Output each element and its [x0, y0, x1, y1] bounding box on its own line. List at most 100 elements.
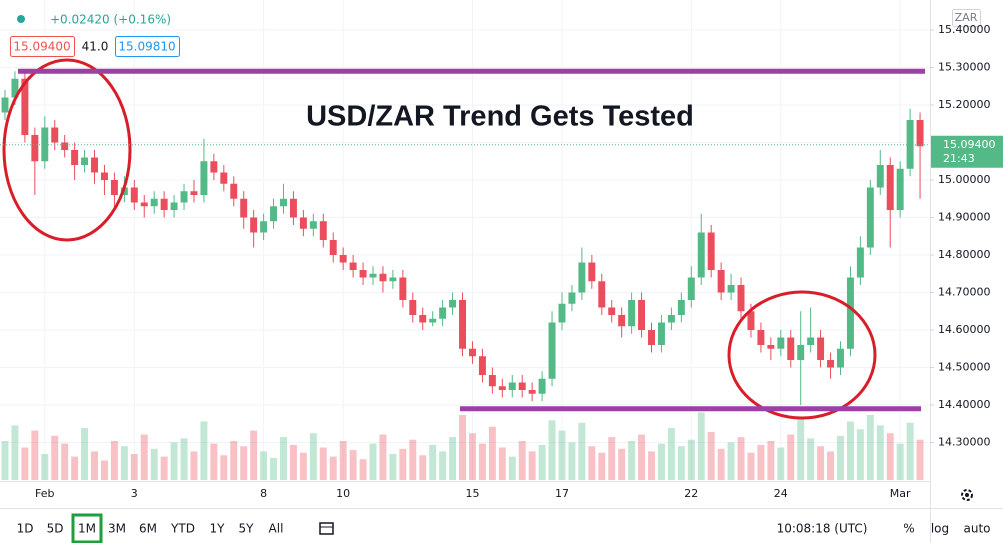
volume-bar [827, 451, 835, 480]
candle-body [538, 378, 546, 394]
candle-body [180, 191, 188, 203]
volume-bar [71, 456, 79, 480]
volume-bar [598, 452, 606, 480]
volume-bar [787, 434, 795, 480]
change: +0.02420 (+0.16%) [50, 13, 171, 27]
volume-bar [488, 426, 496, 480]
volume-bar [707, 431, 715, 480]
candle-body [528, 390, 536, 394]
ask[interactable]: 15.09810 [118, 40, 175, 54]
candle-body [508, 382, 516, 390]
candle-body [628, 300, 636, 327]
currency[interactable]: ZAR [955, 11, 978, 24]
range-button[interactable]: 5Y [239, 522, 255, 536]
volume-bar [687, 439, 695, 480]
volume-bar [747, 452, 755, 480]
y-tick-label: 14.80000 [938, 248, 991, 261]
candle-body [478, 356, 486, 375]
y-tick-label: 15.30000 [938, 61, 991, 74]
candle-body [389, 277, 397, 282]
range-button[interactable]: 3M [108, 522, 126, 536]
range-button[interactable]: YTD [170, 522, 195, 536]
currency-box[interactable] [952, 9, 981, 27]
candle-body [648, 330, 655, 345]
candle-body [71, 150, 79, 165]
candle-body [687, 277, 695, 300]
candle-body [827, 360, 835, 368]
volume-bar [329, 456, 337, 480]
clock: 10:08:18 (UTC) [777, 522, 868, 536]
volume-bar [260, 451, 268, 480]
y-tick-label: 15.20000 [938, 98, 991, 111]
bid[interactable]: 15.09400 [13, 40, 70, 54]
candle-body [250, 217, 258, 233]
volume-bar [309, 433, 317, 480]
volume-bar [478, 443, 486, 480]
volume-bar [777, 447, 785, 480]
volume-bar [797, 417, 805, 480]
volume-bar [339, 441, 347, 480]
x-tick-label: Mar [890, 487, 911, 500]
candle-body [1, 97, 9, 113]
scale-option[interactable]: % [903, 522, 914, 536]
candle-body [140, 202, 148, 207]
range-button[interactable]: All [269, 522, 284, 536]
compare-icon[interactable] [319, 522, 334, 535]
volume-bar [140, 434, 148, 480]
volume-bar [638, 434, 646, 480]
volume-bar [120, 446, 128, 480]
range-button[interactable]: 1D [17, 522, 34, 536]
volume-bar [916, 439, 924, 480]
candle-body [598, 281, 606, 308]
candle-body [488, 375, 496, 387]
volume-bar [657, 443, 665, 480]
scale-option[interactable]: log [931, 522, 949, 536]
highlight-ellipse [727, 290, 877, 420]
candle-body [91, 157, 98, 173]
candle-body [190, 191, 198, 195]
candle-body [309, 221, 317, 229]
x-tick-label: 22 [684, 487, 698, 500]
candle-body [329, 240, 337, 255]
candle-body [568, 292, 576, 304]
volume-bar [548, 420, 556, 480]
candle-body [359, 270, 367, 278]
bid-box[interactable] [10, 36, 75, 57]
range-button[interactable]: 1M [78, 522, 96, 536]
range-button[interactable]: 5D [47, 522, 64, 536]
volume-bar [508, 456, 516, 480]
range-button[interactable]: 1Y [210, 522, 226, 536]
status-dot [17, 15, 25, 23]
candle-body [230, 183, 238, 199]
last-price-label: 15.09400 [943, 138, 996, 151]
volume-bar [210, 443, 218, 480]
volume-bar [130, 454, 138, 480]
candle-body [170, 202, 178, 210]
candle-body [449, 300, 457, 308]
x-tick-label: 15 [465, 487, 479, 500]
candle-body [280, 198, 287, 207]
y-tick-label: 14.40000 [938, 398, 991, 411]
scale-option[interactable]: auto [963, 522, 990, 536]
volume-bar [230, 441, 238, 480]
candle-body [608, 307, 616, 315]
candle-body [379, 273, 387, 282]
range-button[interactable]: 6M [139, 522, 157, 536]
y-tick-label: 14.50000 [938, 361, 991, 374]
candle-body [896, 168, 904, 210]
settings-icon[interactable] [961, 489, 973, 501]
volume-bar [110, 441, 118, 480]
candle-body [349, 262, 357, 270]
candle-body [41, 127, 49, 162]
ask-box[interactable] [115, 36, 180, 57]
candle-body [707, 232, 715, 270]
volume-bar [270, 457, 278, 480]
volume-bar [349, 450, 357, 480]
candle-body [468, 348, 476, 357]
volume-bar [578, 422, 586, 480]
volume-bar [429, 444, 437, 480]
candle-body [807, 337, 815, 345]
candle-body [220, 172, 228, 184]
volume-bar [280, 437, 287, 480]
